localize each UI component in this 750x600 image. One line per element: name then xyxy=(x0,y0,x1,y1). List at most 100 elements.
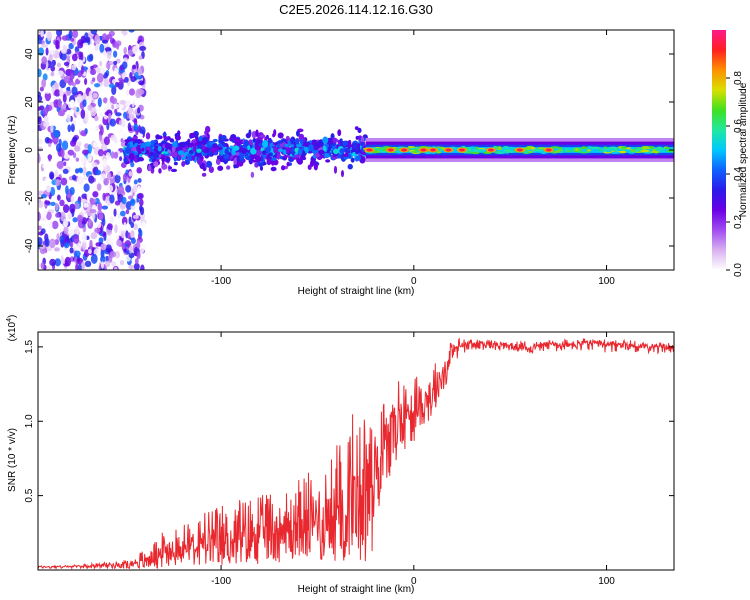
colorbar-tick-label: 0.4 xyxy=(733,167,744,181)
heatmap-cell xyxy=(94,44,99,52)
heatmap-cell xyxy=(78,168,84,174)
heatmap-cell xyxy=(55,212,60,218)
heatmap-cell xyxy=(42,97,46,106)
heatmap-cell xyxy=(66,86,72,91)
heatmap-cell xyxy=(277,148,284,152)
heatmap-cell xyxy=(196,148,202,153)
heatmap-cell xyxy=(132,214,139,219)
snr-x-ticks: -100 0 100 xyxy=(211,332,615,587)
heatmap-cell xyxy=(169,138,175,143)
heatmap-cell xyxy=(610,151,621,154)
heatmap-cell xyxy=(89,68,97,76)
heatmap-cell xyxy=(124,76,129,83)
heatmap-cell xyxy=(39,86,44,92)
heatmap-cell xyxy=(38,111,41,118)
heatmap-cell xyxy=(496,151,506,155)
heatmap-cell xyxy=(42,107,49,116)
snr-y-scale-label: (x104) xyxy=(6,315,18,342)
snr-series-line xyxy=(38,337,674,570)
spectrogram-x-tick-label: 100 xyxy=(598,276,615,287)
snr-y-scale-exp: 4 xyxy=(6,318,13,322)
heatmap-cell xyxy=(76,214,84,223)
heatmap-cell xyxy=(103,136,110,146)
heatmap-cell xyxy=(136,167,143,174)
heatmap-cell xyxy=(189,132,196,139)
heatmap-cell xyxy=(127,195,134,200)
heatmap-cell xyxy=(108,83,115,88)
heatmap-cell xyxy=(78,51,82,60)
heatmap-cell xyxy=(200,155,204,162)
heatmap-cell xyxy=(470,146,476,149)
spectrogram-y-tick-label: 20 xyxy=(24,96,35,108)
heatmap-cell xyxy=(106,184,114,193)
heatmap-cell xyxy=(113,208,117,217)
heatmap-cell xyxy=(125,184,132,193)
heatmap-cell xyxy=(114,224,118,234)
heatmap-cell xyxy=(254,162,259,168)
heatmap-cell xyxy=(113,50,118,58)
heatmap-cell xyxy=(50,71,55,77)
heatmap-cell xyxy=(124,101,131,108)
heatmap-cell xyxy=(590,146,601,150)
heatmap-cell xyxy=(355,149,359,155)
heatmap-cell xyxy=(254,145,262,151)
heatmap-cell xyxy=(554,150,560,153)
heatmap-cell xyxy=(68,229,75,236)
heatmap-cell xyxy=(138,55,143,61)
heatmap-cell xyxy=(38,225,42,231)
heatmap-cell xyxy=(83,202,89,208)
spectrogram-y-ticks: -40 -20 0 20 40 xyxy=(24,48,674,253)
heatmap-cell xyxy=(77,242,82,251)
heatmap-cell xyxy=(90,232,98,240)
spectrogram-y-axis-label: Frequency (Hz) xyxy=(7,116,18,185)
heatmap-cell xyxy=(54,169,58,178)
heatmap-cell xyxy=(118,120,123,127)
heatmap-cell xyxy=(192,145,197,153)
heatmap-cell xyxy=(105,152,111,160)
heatmap-cell xyxy=(68,30,73,40)
heatmap-cell xyxy=(117,185,125,195)
heatmap-cell xyxy=(82,99,87,107)
heatmap-cell xyxy=(130,204,136,210)
heatmap-cell xyxy=(170,168,178,173)
heatmap-cell xyxy=(111,104,115,110)
heatmap-cell xyxy=(74,202,80,210)
heatmap-cell xyxy=(39,244,46,249)
heatmap-cell xyxy=(141,84,146,90)
heatmap-cell xyxy=(66,114,71,123)
colorbar-tick-label: 0.8 xyxy=(733,71,744,85)
heatmap-cell xyxy=(136,155,140,159)
heatmap-cell xyxy=(60,132,65,138)
heatmap-cell xyxy=(82,149,89,156)
heatmap-cell xyxy=(119,210,126,217)
heatmap-cell xyxy=(44,88,51,94)
heatmap-cell xyxy=(56,233,60,240)
heatmap-cell xyxy=(191,154,195,162)
heatmap-cell xyxy=(75,263,79,270)
heatmap-cell xyxy=(137,178,142,183)
heatmap-cell xyxy=(96,72,104,83)
heatmap-cell xyxy=(656,146,662,150)
heatmap-cell xyxy=(266,158,272,166)
heatmap-cell xyxy=(205,160,213,168)
heatmap-cell xyxy=(77,59,83,69)
heatmap-cell xyxy=(75,225,80,236)
heatmap-cell xyxy=(129,245,133,254)
heatmap-cell xyxy=(571,148,576,152)
heatmap-cell xyxy=(116,170,122,176)
heatmap-cell xyxy=(189,142,195,147)
heatmap-cell xyxy=(51,84,56,94)
heatmap-cell xyxy=(70,37,75,42)
heatmap-cell xyxy=(526,146,532,149)
heatmap-cell xyxy=(49,238,56,249)
heatmap-cell xyxy=(94,227,101,233)
heatmap-cell xyxy=(72,136,78,142)
heatmap-cell xyxy=(130,98,135,104)
heatmap-cell xyxy=(296,158,304,165)
heatmap-cell xyxy=(61,35,69,41)
heatmap-cell xyxy=(95,66,101,74)
heatmap-cell xyxy=(259,165,264,171)
heatmap-cell xyxy=(38,236,43,246)
heatmap-cell xyxy=(262,162,267,166)
heatmap-cell xyxy=(424,151,432,154)
